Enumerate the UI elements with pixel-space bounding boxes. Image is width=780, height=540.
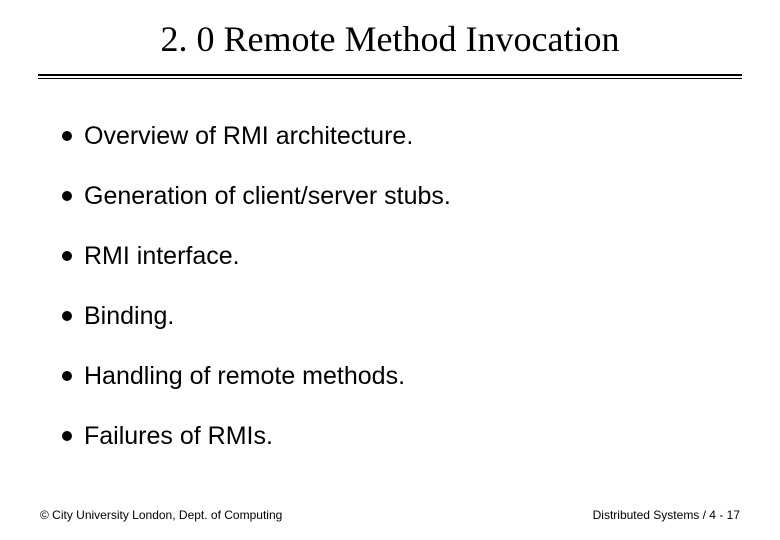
bullet-icon xyxy=(62,431,72,441)
list-item: RMI interface. xyxy=(62,241,780,271)
bullet-text: RMI interface. xyxy=(84,241,240,271)
bullet-icon xyxy=(62,191,72,201)
bullet-text: Binding. xyxy=(84,301,174,331)
footer-copyright: © City University London, Dept. of Compu… xyxy=(40,508,282,522)
bullet-icon xyxy=(62,251,72,261)
bullet-text: Overview of RMI architecture. xyxy=(84,121,413,151)
list-item: Handling of remote methods. xyxy=(62,361,780,391)
bullet-list: Overview of RMI architecture. Generation… xyxy=(0,79,780,451)
title-divider xyxy=(38,74,742,79)
footer-page-number: Distributed Systems / 4 - 17 xyxy=(593,508,740,522)
list-item: Failures of RMIs. xyxy=(62,421,780,451)
bullet-text: Handling of remote methods. xyxy=(84,361,405,391)
bullet-icon xyxy=(62,131,72,141)
bullet-text: Generation of client/server stubs. xyxy=(84,181,451,211)
bullet-text: Failures of RMIs. xyxy=(84,421,273,451)
list-item: Generation of client/server stubs. xyxy=(62,181,780,211)
list-item: Binding. xyxy=(62,301,780,331)
list-item: Overview of RMI architecture. xyxy=(62,121,780,151)
bullet-icon xyxy=(62,311,72,321)
bullet-icon xyxy=(62,371,72,381)
slide-title: 2. 0 Remote Method Invocation xyxy=(0,0,780,74)
